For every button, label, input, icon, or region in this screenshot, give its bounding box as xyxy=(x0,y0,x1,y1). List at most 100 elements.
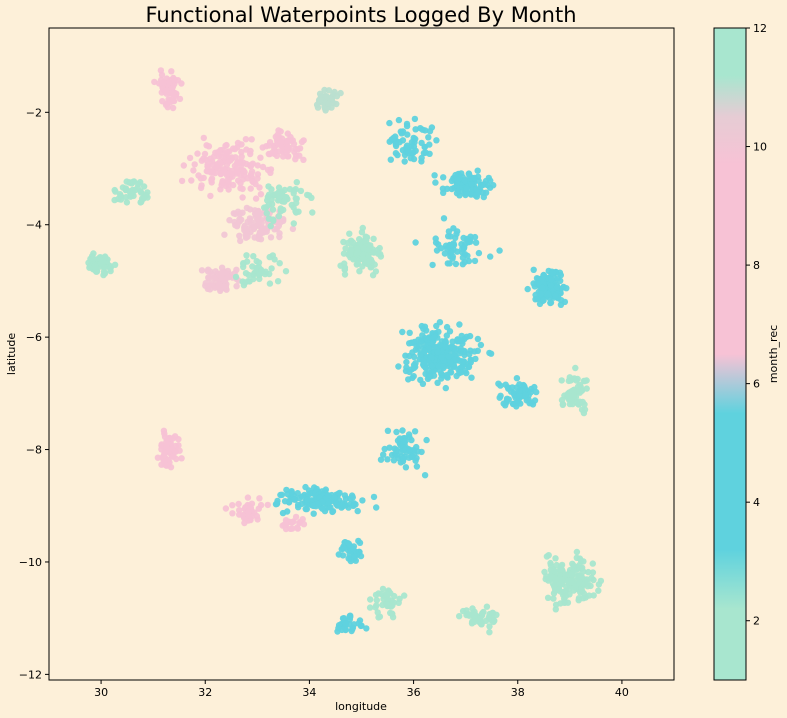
data-point xyxy=(190,167,197,174)
data-point xyxy=(465,239,472,246)
data-point xyxy=(551,567,558,575)
data-point xyxy=(387,156,394,163)
data-point xyxy=(356,236,363,243)
colorbar-tick-label: 4 xyxy=(753,496,760,509)
data-point xyxy=(168,85,175,92)
data-point xyxy=(355,620,362,627)
data-point xyxy=(319,505,326,512)
data-point xyxy=(178,455,185,462)
data-point xyxy=(356,268,363,275)
data-point xyxy=(239,159,247,166)
data-point xyxy=(246,215,254,222)
data-point xyxy=(354,260,362,267)
data-point xyxy=(292,156,299,163)
data-point xyxy=(575,597,582,604)
data-point xyxy=(405,149,412,157)
data-point xyxy=(566,392,574,400)
data-point xyxy=(171,76,178,83)
data-point xyxy=(130,178,137,185)
data-point xyxy=(459,363,466,370)
data-point xyxy=(207,192,214,200)
data-point xyxy=(300,156,307,163)
data-point xyxy=(176,95,184,103)
data-point xyxy=(405,431,413,438)
data-point xyxy=(370,493,378,501)
data-point xyxy=(198,267,206,274)
data-point xyxy=(552,555,559,562)
colorbar xyxy=(713,27,747,681)
data-point xyxy=(410,373,417,380)
data-point xyxy=(366,604,374,611)
data-point xyxy=(359,497,366,504)
data-point xyxy=(265,183,272,190)
x-tick-label: 32 xyxy=(198,686,212,699)
data-point xyxy=(338,626,346,634)
data-point xyxy=(249,178,257,186)
data-point xyxy=(372,591,380,599)
data-point xyxy=(323,93,331,100)
data-point xyxy=(335,551,342,558)
data-point xyxy=(418,154,425,162)
data-point xyxy=(137,188,144,195)
data-point xyxy=(297,187,305,195)
data-point xyxy=(345,555,352,562)
data-point xyxy=(406,446,413,453)
data-point xyxy=(310,510,317,517)
data-point xyxy=(317,96,324,104)
data-point xyxy=(191,161,198,168)
data-point xyxy=(399,137,407,144)
data-point xyxy=(403,122,411,130)
data-point xyxy=(573,377,580,384)
data-point xyxy=(505,396,512,403)
data-point xyxy=(412,126,419,133)
data-point xyxy=(569,400,576,408)
data-point xyxy=(231,162,239,170)
data-point xyxy=(163,443,170,450)
data-point xyxy=(230,181,237,189)
data-point xyxy=(374,609,381,616)
data-point xyxy=(420,358,427,366)
data-point xyxy=(440,215,448,222)
data-point xyxy=(126,188,133,195)
y-tick-label: −6 xyxy=(26,331,42,344)
data-point xyxy=(92,264,100,271)
data-point xyxy=(171,433,179,440)
data-point xyxy=(461,177,469,185)
data-point xyxy=(370,235,377,242)
data-point xyxy=(474,167,481,174)
data-point xyxy=(475,249,483,257)
data-point xyxy=(437,245,445,252)
data-point xyxy=(178,177,186,185)
data-point xyxy=(259,163,267,171)
data-point xyxy=(275,184,283,191)
data-point xyxy=(341,260,348,267)
data-point xyxy=(595,587,602,594)
data-point xyxy=(254,209,262,216)
data-point xyxy=(344,239,352,247)
data-point xyxy=(443,323,451,331)
data-point xyxy=(280,206,287,214)
data-point xyxy=(372,604,379,611)
data-point xyxy=(275,213,283,220)
data-point xyxy=(556,566,564,574)
data-point xyxy=(463,185,470,192)
data-point xyxy=(101,264,108,271)
data-point xyxy=(346,230,353,237)
data-point xyxy=(161,450,168,457)
data-point xyxy=(243,252,250,259)
data-point xyxy=(375,614,382,621)
data-point xyxy=(412,239,419,246)
data-point xyxy=(350,500,358,507)
data-point xyxy=(206,286,214,293)
data-point xyxy=(272,501,280,508)
colorbar-tick-label: 10 xyxy=(753,141,767,154)
data-point xyxy=(233,283,240,290)
data-point xyxy=(284,508,291,515)
data-point xyxy=(238,148,245,156)
data-point xyxy=(452,171,459,179)
data-point xyxy=(537,290,544,298)
data-point xyxy=(400,455,407,462)
data-point xyxy=(350,256,357,263)
data-point xyxy=(583,385,590,392)
data-point xyxy=(406,329,413,336)
